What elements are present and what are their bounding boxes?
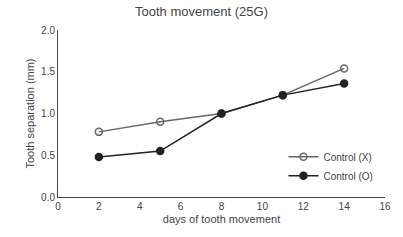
svg-text:1.5: 1.5 [41,66,55,77]
svg-text:8: 8 [219,201,225,212]
svg-text:Control (X): Control (X) [323,152,371,163]
svg-text:12: 12 [298,201,310,212]
svg-text:0: 0 [55,201,61,212]
svg-text:16: 16 [379,201,391,212]
svg-text:Tooth separation (mm): Tooth separation (mm) [24,58,36,168]
svg-text:2: 2 [96,201,102,212]
svg-text:10: 10 [257,201,269,212]
svg-text:Tooth movement (25G): Tooth movement (25G) [135,4,268,19]
svg-text:1.0: 1.0 [41,108,55,119]
svg-text:days of tooth movement: days of tooth movement [163,213,280,225]
svg-text:6: 6 [178,201,184,212]
svg-text:0.0: 0.0 [41,192,55,203]
svg-text:0.5: 0.5 [41,150,55,161]
svg-text:14: 14 [339,201,351,212]
svg-text:Control (O): Control (O) [323,171,372,182]
svg-text:2.0: 2.0 [41,25,55,36]
svg-text:4: 4 [137,201,143,212]
